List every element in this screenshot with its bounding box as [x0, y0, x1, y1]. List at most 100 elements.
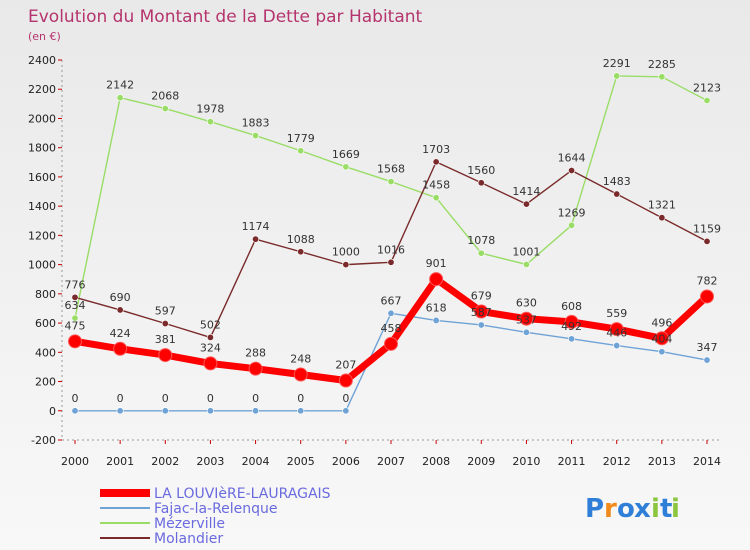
y-tick-label: 1800 [28, 142, 56, 155]
data-point [252, 132, 260, 140]
data-point [519, 311, 534, 326]
data-label: 1568 [377, 163, 405, 176]
data-label: 559 [606, 307, 627, 320]
data-label: 1560 [467, 164, 495, 177]
data-point [564, 314, 579, 329]
data-point [609, 322, 624, 337]
data-point [158, 348, 173, 363]
data-point [432, 194, 440, 202]
data-label: 1779 [287, 132, 315, 145]
data-label: 446 [606, 327, 627, 340]
data-label: 537 [516, 313, 537, 326]
data-point [71, 314, 79, 322]
data-point [203, 356, 218, 371]
data-label: 207 [335, 359, 356, 372]
y-tick-label: 400 [35, 346, 56, 359]
data-label: 608 [561, 300, 582, 313]
x-tick-label: 2014 [693, 455, 721, 468]
y-tick-label: 1000 [28, 259, 56, 272]
chart-subtitle: (en €) [28, 30, 61, 43]
y-tick-label: 600 [35, 317, 56, 330]
data-point [206, 118, 214, 126]
data-point [342, 261, 350, 269]
series-layer [68, 72, 714, 415]
data-point [206, 333, 214, 341]
logo-letter: r [604, 494, 617, 524]
data-label: 1703 [422, 143, 450, 156]
legend-label: Molandier [154, 531, 223, 547]
data-label: 1669 [332, 148, 360, 161]
data-label: 0 [252, 392, 259, 405]
data-point [613, 72, 621, 80]
y-tick-label: 0 [49, 405, 56, 418]
data-label: 679 [471, 290, 492, 303]
data-label: 324 [200, 341, 221, 354]
data-label: 1174 [242, 220, 270, 233]
data-point [342, 163, 350, 171]
data-label: 1269 [558, 206, 586, 219]
data-label: 1414 [512, 185, 540, 198]
data-point [387, 178, 395, 186]
data-point [474, 304, 489, 319]
data-point [432, 316, 440, 324]
logo-letter: x [634, 494, 651, 524]
data-label: 1978 [196, 103, 224, 116]
data-label: 2123 [693, 81, 721, 94]
data-label: 901 [426, 257, 447, 270]
data-label: 618 [426, 301, 447, 314]
data-point [568, 221, 576, 229]
data-point [700, 289, 714, 304]
chart-title: Evolution du Montant de la Dette par Hab… [28, 7, 423, 27]
data-point [703, 237, 711, 245]
data-label: 0 [342, 392, 349, 405]
data-point [68, 334, 82, 349]
data-label: 347 [697, 341, 718, 354]
data-point [116, 407, 124, 415]
data-point [613, 190, 621, 198]
data-label: 0 [297, 392, 304, 405]
data-label: 1016 [377, 243, 405, 256]
data-point [522, 260, 530, 268]
y-tick-label: 200 [35, 376, 56, 389]
data-label: 492 [561, 320, 582, 333]
data-point [342, 407, 350, 415]
data-point [429, 272, 444, 287]
data-label: 776 [65, 278, 86, 291]
data-point [297, 407, 305, 415]
legend-label: Fajac-la-Relenque [154, 501, 278, 517]
data-label: 424 [110, 327, 131, 340]
data-label: 1088 [287, 233, 315, 246]
data-point [297, 248, 305, 256]
data-point [71, 293, 79, 301]
data-point [432, 158, 440, 166]
data-label: 1458 [422, 179, 450, 192]
logo-letter: o [617, 494, 635, 524]
data-point [113, 341, 128, 356]
y-tick-label: 1600 [28, 171, 56, 184]
x-tick-label: 2009 [467, 455, 495, 468]
data-label: 0 [207, 392, 214, 405]
data-point [522, 200, 530, 208]
y-tick-label: -200 [31, 434, 56, 447]
data-label: 288 [245, 347, 266, 360]
y-tick-label: 2200 [28, 83, 56, 96]
data-label: 0 [72, 392, 79, 405]
data-label: 2291 [603, 57, 631, 70]
data-label: 2142 [106, 79, 134, 92]
data-point [658, 214, 666, 222]
data-label: 2285 [648, 58, 676, 71]
data-label: 2068 [151, 90, 179, 103]
y-tick-label: 1200 [28, 229, 56, 242]
data-label: 1321 [648, 199, 676, 212]
data-point [116, 94, 124, 102]
x-tick-label: 2001 [106, 455, 134, 468]
data-label: 404 [651, 333, 672, 346]
data-point [703, 96, 711, 104]
x-tick-label: 2006 [332, 455, 360, 468]
x-tick-label: 2008 [422, 455, 450, 468]
data-point [568, 335, 576, 343]
data-label: 1644 [558, 151, 586, 164]
